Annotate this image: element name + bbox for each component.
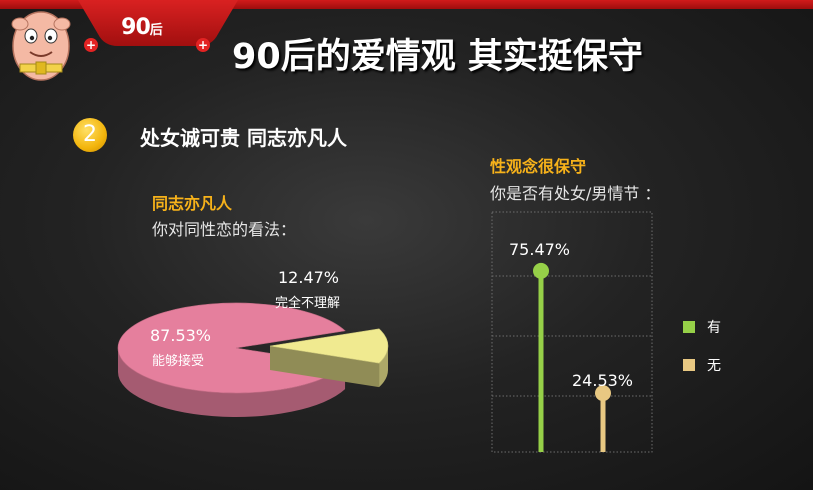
bar-chart-subtitle: 你是否有处女/男情节 ：	[490, 184, 661, 203]
generation-badge-number: 90	[121, 15, 151, 40]
chart-gridlines	[492, 275, 652, 397]
pie-data-label-reject-name: 完全不理解	[275, 296, 341, 311]
bar-no	[595, 385, 611, 452]
pie-chart-title: 同志亦凡人	[152, 194, 233, 213]
legend-label-no: 无	[707, 358, 721, 374]
bar-data-label-no: 24.53%	[572, 371, 634, 390]
legend-item-no: 无	[683, 355, 721, 375]
generation-badge-suffix: 后	[149, 23, 163, 38]
chart-plot-area	[491, 211, 653, 453]
legend-swatch-no	[683, 359, 695, 371]
plus-icon: +	[196, 38, 210, 52]
section-number-badge: 2	[73, 118, 107, 152]
section-title: 处女诚可贵 同志亦凡人	[140, 126, 347, 150]
legend-item-yes: 有	[683, 317, 721, 337]
page-title: 90后的爱情观 其实挺保守	[232, 37, 643, 77]
pie-slice-reject	[269, 328, 389, 388]
top-red-bar	[0, 0, 813, 9]
mascot-icon	[11, 11, 71, 81]
bar-yes	[533, 262, 549, 452]
pie-chart-subtitle: 你对同性恋的看法：	[152, 220, 297, 239]
legend-swatch-yes	[683, 321, 695, 333]
legend-label-yes: 有	[707, 320, 721, 336]
bar-chart-title: 性观念很保守	[490, 157, 587, 176]
pie-data-label-reject-value: 12.47%	[278, 268, 340, 287]
generation-badge: 90后	[112, 15, 172, 40]
bar-data-label-yes: 75.47%	[509, 240, 571, 259]
pie-data-label-accept-value: 87.53%	[150, 326, 212, 345]
header-tab-shape	[78, 0, 238, 46]
pie-data-label-accept-name: 能够接受	[152, 354, 205, 369]
plus-icon: +	[84, 38, 98, 52]
